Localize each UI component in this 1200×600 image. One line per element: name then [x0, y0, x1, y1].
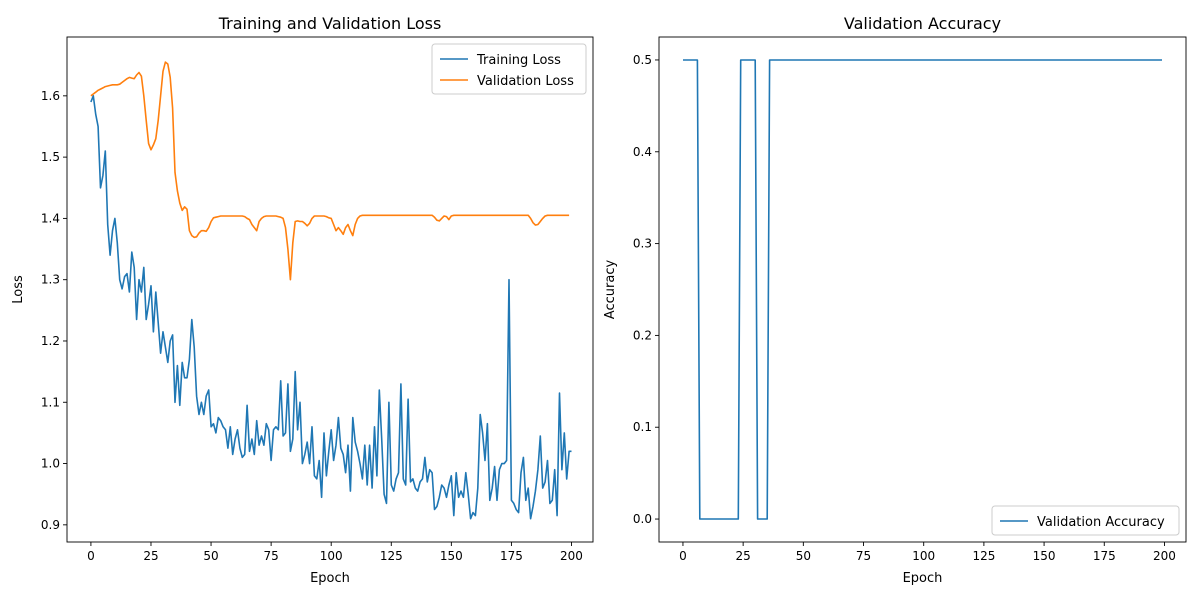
- y-tick-label: 0.9: [41, 518, 60, 532]
- x-tick-label: 50: [796, 549, 811, 563]
- x-tick-label: 175: [1093, 549, 1116, 563]
- y-tick-label: 1.4: [41, 211, 60, 225]
- chart-title: Training and Validation Loss: [218, 14, 442, 33]
- x-tick-label: 100: [912, 549, 935, 563]
- y-axis-label: Accuracy: [603, 260, 618, 320]
- x-tick-label: 75: [856, 549, 871, 563]
- y-tick-label: 0.2: [633, 328, 652, 342]
- y-tick-label: 1.6: [41, 89, 60, 103]
- axes-frame: [66, 36, 594, 543]
- x-tick-label: 125: [380, 549, 403, 563]
- y-tick-label: 0.1: [633, 420, 652, 434]
- x-axis-label: Epoch: [903, 571, 943, 586]
- legend: Training Loss Validation Loss: [431, 43, 587, 95]
- series-line-validation-accuracy: [683, 59, 1162, 520]
- x-tick-label: 50: [203, 549, 218, 563]
- x-tick-label: 150: [440, 549, 463, 563]
- legend-label: Training Loss: [476, 53, 561, 68]
- legend-label: Validation Accuracy: [1037, 515, 1165, 530]
- y-tick-label: 1.5: [41, 150, 60, 164]
- series-line-validation-loss: [90, 61, 570, 281]
- x-axis-label: Epoch: [310, 571, 350, 586]
- x-tick-label: 100: [320, 549, 343, 563]
- y-axis-label: Loss: [11, 275, 26, 304]
- x-tick-label: 25: [736, 549, 751, 563]
- y-tick-label: 1.3: [41, 273, 60, 287]
- y-tick-label: 0.4: [633, 145, 652, 159]
- y-tick-label: 1.2: [41, 334, 60, 348]
- y-tick-label: 0.5: [633, 53, 652, 67]
- y-tick-label: 0.3: [633, 237, 652, 251]
- y-tick-label: 0.0: [633, 512, 652, 526]
- x-tick-label: 75: [263, 549, 278, 563]
- chart-title: Validation Accuracy: [844, 14, 1001, 33]
- legend-label: Validation Loss: [477, 74, 574, 89]
- x-tick-label: 125: [972, 549, 995, 563]
- chart-1: 0 25 50 75 100 125 150 175 200 0.0 0.1 0.2 0.3 0.4 0.5…: [603, 14, 1187, 586]
- y-tick-label: 1.1: [41, 395, 60, 409]
- x-tick-label: 0: [679, 549, 687, 563]
- x-tick-label: 175: [500, 549, 523, 563]
- legend-box: [991, 505, 1180, 536]
- x-tick-label: 0: [87, 549, 95, 563]
- legend: Validation Accuracy: [991, 505, 1180, 536]
- legend-box: [431, 43, 587, 95]
- axes-frame: [658, 36, 1187, 543]
- series-line-training-loss: [90, 95, 572, 520]
- x-tick-label: 25: [143, 549, 158, 563]
- chart-0: 0 25 50 75 100 125 150 175 200 0.9 1.0 1.1 1.2 1.3 1.4…: [11, 14, 594, 586]
- x-tick-label: 200: [560, 549, 583, 563]
- y-tick-label: 1.0: [41, 457, 60, 471]
- x-tick-label: 200: [1153, 549, 1176, 563]
- x-tick-label: 150: [1033, 549, 1056, 563]
